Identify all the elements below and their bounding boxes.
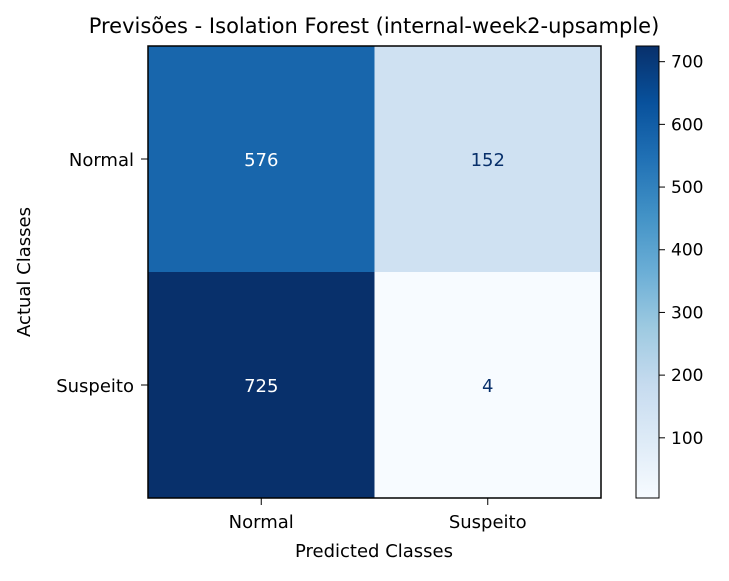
heatmap-cell	[148, 272, 375, 498]
colorbar	[635, 45, 660, 499]
colorbar-tick-label: 100	[671, 429, 703, 449]
x-axis-label: Predicted Classes	[295, 541, 453, 562]
colorbar-tick-label: 400	[671, 241, 703, 261]
y-axis-label: Actual Classes	[14, 207, 35, 337]
cell-value-label: 576	[244, 150, 278, 171]
cell-value-label: 725	[244, 376, 278, 397]
cell-value-label: 152	[471, 150, 505, 171]
x-axis-ticks: Normal Suspeito	[229, 498, 527, 533]
colorbar-ticks: 100 200 300 400 500 600 700	[659, 53, 703, 449]
cell-value-label: 4	[482, 376, 493, 397]
plot-frame	[147, 45, 602, 499]
heatmap-cells: 576 152 725 4	[148, 46, 601, 498]
y-tick-label: Normal	[69, 150, 134, 171]
y-axis-ticks: Normal Suspeito	[56, 150, 148, 397]
heatmap-cell	[148, 46, 375, 272]
x-tick-label: Normal	[229, 512, 294, 533]
heatmap-cell	[374, 272, 601, 498]
colorbar-tick-label: 500	[671, 178, 703, 198]
colorbar-tick-label: 200	[671, 366, 703, 386]
colorbar-tick-label: 300	[671, 303, 703, 323]
colorbar-tick-label: 600	[671, 115, 703, 135]
y-tick-label: Suspeito	[56, 376, 134, 397]
chart-title: Previsões - Isolation Forest (internal-w…	[89, 14, 660, 38]
x-tick-label: Suspeito	[449, 512, 527, 533]
colorbar-tick-label: 700	[671, 53, 703, 73]
heatmap-cell	[374, 46, 601, 272]
